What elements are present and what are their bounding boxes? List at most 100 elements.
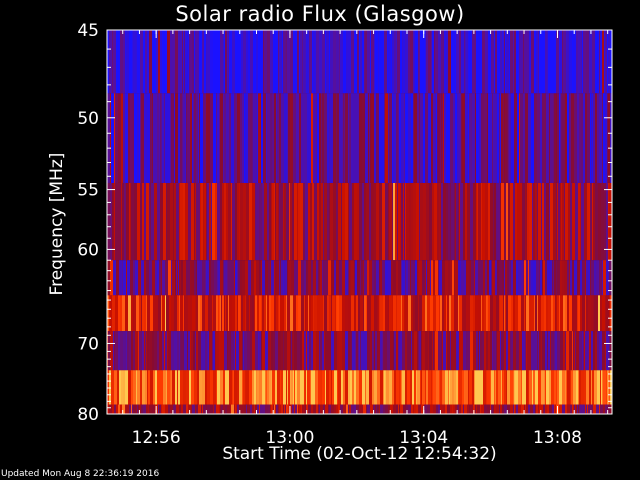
band-stripe xyxy=(247,331,250,371)
band-stripe xyxy=(228,370,229,405)
band-stripe xyxy=(154,331,157,371)
band-stripe xyxy=(428,93,431,183)
band-stripe xyxy=(345,295,348,332)
band-stripe xyxy=(608,93,610,183)
band-stripe xyxy=(143,404,146,414)
band-stripe xyxy=(430,295,433,332)
band-stripe xyxy=(599,404,600,414)
band-stripe xyxy=(179,30,182,94)
band-stripe xyxy=(293,295,294,332)
band-stripe xyxy=(207,404,210,414)
band-stripe xyxy=(267,30,270,94)
band-stripe xyxy=(197,260,200,296)
band-stripe xyxy=(495,30,497,94)
band-stripe xyxy=(217,370,219,405)
band-stripe xyxy=(332,295,335,332)
band-stripe xyxy=(138,404,139,414)
band-stripe xyxy=(401,93,404,183)
band-stripe xyxy=(171,370,172,405)
band-stripe xyxy=(237,370,239,405)
band-stripe xyxy=(518,370,521,405)
band-stripe xyxy=(367,331,370,371)
band-stripe xyxy=(287,30,290,94)
band-stripe xyxy=(240,93,242,183)
band-stripe xyxy=(293,93,296,183)
band-stripe xyxy=(540,93,542,183)
band-stripe xyxy=(319,260,320,296)
band-stripe xyxy=(364,30,365,94)
band-stripe xyxy=(489,260,491,296)
band-stripe xyxy=(231,93,234,183)
band-stripe xyxy=(376,182,379,261)
band-stripe xyxy=(508,93,509,183)
band-stripe xyxy=(408,404,411,414)
band-stripe xyxy=(602,93,603,183)
band-stripe xyxy=(477,404,480,414)
band-stripe xyxy=(268,331,271,371)
band-stripe xyxy=(570,370,571,405)
band-stripe xyxy=(302,30,303,94)
band-stripe xyxy=(563,331,565,371)
band-stripe xyxy=(556,260,557,296)
band-stripe xyxy=(465,370,468,405)
band-stripe xyxy=(343,30,345,94)
band-stripe xyxy=(325,370,326,405)
band-stripe xyxy=(235,331,236,371)
band-stripe xyxy=(319,404,320,414)
band-stripe xyxy=(107,260,110,296)
band-stripe xyxy=(306,260,308,296)
band-stripe xyxy=(374,370,377,405)
band-stripe xyxy=(320,260,322,296)
band-5 xyxy=(107,331,612,371)
band-stripe xyxy=(313,295,314,332)
band-stripe xyxy=(329,295,331,332)
band-stripe xyxy=(543,404,544,414)
band-stripe xyxy=(538,30,539,94)
band-stripe xyxy=(380,93,381,183)
band-stripe xyxy=(545,30,547,94)
band-stripe xyxy=(354,30,356,94)
band-stripe xyxy=(192,30,194,94)
band-stripe xyxy=(330,93,333,183)
band-stripe xyxy=(288,260,291,296)
band-stripe xyxy=(560,182,561,261)
band-stripe xyxy=(216,370,217,405)
band-stripe xyxy=(576,182,578,261)
band-stripe xyxy=(317,93,319,183)
band-stripe xyxy=(481,260,483,296)
band-stripe xyxy=(505,30,506,94)
band-stripe xyxy=(596,404,599,414)
band-stripe xyxy=(114,331,115,371)
band-stripe xyxy=(554,93,556,183)
band-stripe xyxy=(383,331,384,371)
band-stripe xyxy=(125,370,128,405)
band-stripe xyxy=(349,93,351,183)
band-stripe xyxy=(504,331,506,371)
band-stripe xyxy=(582,260,585,296)
band-3 xyxy=(107,260,612,296)
band-stripe xyxy=(494,370,495,405)
band-stripe xyxy=(290,295,293,332)
band-stripe xyxy=(286,404,288,414)
band-stripe xyxy=(259,260,261,296)
band-stripe xyxy=(191,182,194,261)
band-stripe xyxy=(300,30,302,94)
band-stripe xyxy=(432,370,433,405)
band-stripe xyxy=(412,370,414,405)
band-stripe xyxy=(352,370,354,405)
band-stripe xyxy=(229,30,232,94)
band-stripe xyxy=(502,370,503,405)
band-stripe xyxy=(605,93,607,183)
band-stripe xyxy=(394,331,396,371)
band-stripe xyxy=(454,30,455,94)
band-stripe xyxy=(550,30,553,94)
band-stripe xyxy=(112,295,115,332)
band-stripe xyxy=(567,260,569,296)
band-stripe xyxy=(297,404,298,414)
band-stripe xyxy=(518,295,521,332)
band-stripe xyxy=(441,182,443,261)
band-stripe xyxy=(216,331,219,371)
band-stripe xyxy=(215,182,217,261)
band-stripe xyxy=(417,370,420,405)
band-stripe xyxy=(180,93,182,183)
